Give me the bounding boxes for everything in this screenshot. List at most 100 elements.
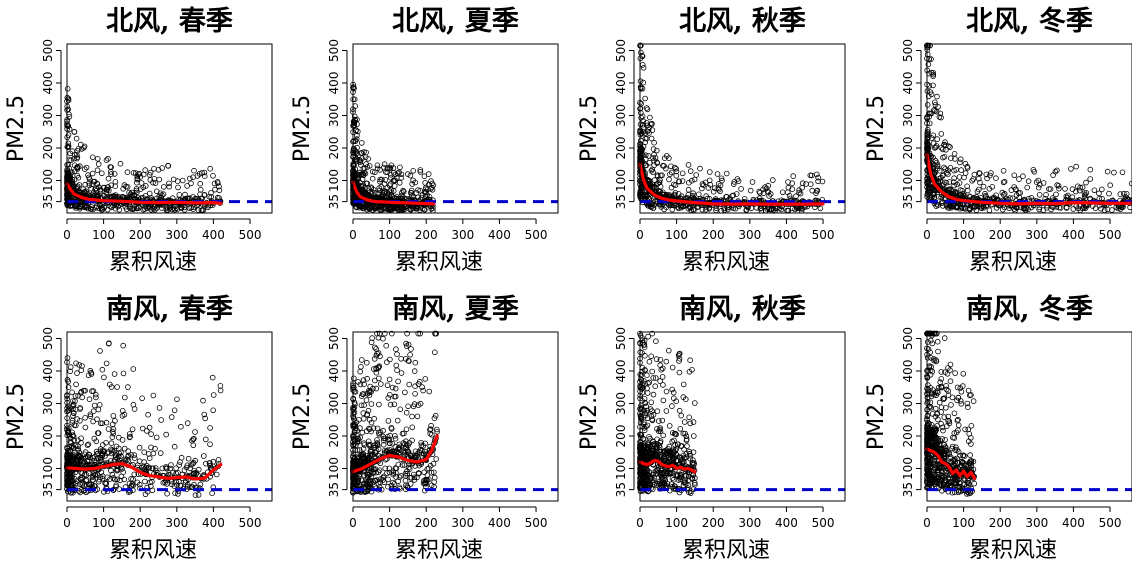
data-point [164, 432, 169, 437]
data-point [137, 445, 142, 450]
data-point [191, 443, 196, 448]
data-point [724, 171, 729, 176]
y-tick-label: 35 [41, 194, 55, 209]
chart-title: 北风, 冬季 [966, 5, 1093, 37]
data-point [189, 181, 194, 186]
data-point [130, 427, 135, 432]
x-axis-label: 累积风速 [109, 538, 197, 561]
y-axis-label: PM2.5 [577, 95, 602, 162]
data-point [1105, 169, 1110, 174]
x-tick-label: 0 [636, 228, 644, 242]
data-point [98, 349, 103, 354]
data-point [193, 430, 198, 435]
data-point [994, 176, 999, 181]
data-point [1071, 207, 1076, 212]
y-axis-label: PM2.5 [577, 383, 602, 450]
data-point [939, 132, 944, 137]
data-point [398, 165, 403, 170]
data-point [1107, 191, 1112, 196]
x-tick-label: 300 [738, 228, 761, 242]
data-point [210, 491, 215, 496]
data-point [208, 426, 213, 431]
data-point [359, 358, 364, 363]
data-point [137, 459, 142, 464]
data-point [384, 343, 389, 348]
data-point [179, 455, 184, 460]
y-tick-label: 300 [327, 104, 341, 127]
data-point [377, 402, 382, 407]
x-tick-label: 400 [488, 228, 511, 242]
data-point [935, 137, 940, 142]
data-point [432, 350, 437, 355]
y-tick-label: 100 [41, 457, 55, 480]
x-axis-label: 累积风速 [682, 538, 770, 561]
data-point [407, 382, 412, 387]
data-point [83, 415, 88, 420]
data-point [692, 177, 697, 182]
data-point [146, 412, 151, 417]
data-point [423, 377, 428, 382]
x-tick-label: 500 [239, 228, 262, 242]
data-point [959, 168, 964, 173]
data-point [218, 384, 223, 389]
data-point [804, 182, 809, 187]
data-point [388, 175, 393, 180]
data-point [688, 169, 693, 174]
data-point [413, 391, 418, 396]
data-point [395, 352, 400, 357]
data-point [1110, 208, 1115, 213]
data-point [925, 103, 930, 108]
data-point [186, 456, 191, 461]
data-point [390, 385, 395, 390]
data-point [165, 491, 170, 496]
y-tick-label: 400 [41, 360, 55, 383]
data-point [109, 441, 114, 446]
data-point [214, 472, 219, 477]
data-point [1118, 192, 1123, 197]
data-point [748, 188, 753, 193]
data-point [394, 363, 399, 368]
data-point [422, 470, 427, 475]
data-point [1074, 164, 1079, 169]
data-point [126, 385, 131, 390]
data-point [375, 163, 380, 168]
data-point [384, 360, 389, 365]
x-tick-label: 200 [129, 516, 152, 530]
data-point [115, 385, 120, 390]
data-point [673, 183, 678, 188]
data-point [369, 402, 374, 407]
x-tick-label: 100 [952, 228, 975, 242]
x-axis-label: 累积风速 [109, 250, 197, 275]
data-point [659, 367, 664, 372]
y-tick-label: 100 [614, 169, 628, 192]
data-point [95, 417, 100, 422]
y-tick-label: 400 [327, 360, 341, 383]
y-axis-label: PM2.5 [290, 383, 315, 450]
data-point [157, 406, 162, 411]
data-point [1120, 170, 1125, 175]
data-point [403, 390, 408, 395]
y-tick-label: 400 [901, 72, 915, 95]
x-tick-label: 100 [378, 516, 401, 530]
y-tick-label: 500 [41, 39, 55, 62]
x-tick-label: 300 [165, 228, 188, 242]
data-point [398, 407, 403, 412]
data-point [147, 425, 152, 430]
y-tick-label: 500 [327, 39, 341, 62]
y-tick-label: 100 [327, 457, 341, 480]
y-tick-label: 35 [327, 482, 341, 497]
data-point [408, 352, 413, 357]
data-point [102, 375, 107, 380]
y-tick-label: 100 [901, 169, 915, 192]
data-point [687, 415, 692, 420]
data-point [65, 86, 70, 91]
data-point [1051, 173, 1056, 178]
data-point [1055, 168, 1060, 173]
y-tick-label: 300 [41, 104, 55, 127]
data-point [374, 386, 379, 391]
data-point [411, 168, 416, 173]
data-point [409, 347, 414, 352]
